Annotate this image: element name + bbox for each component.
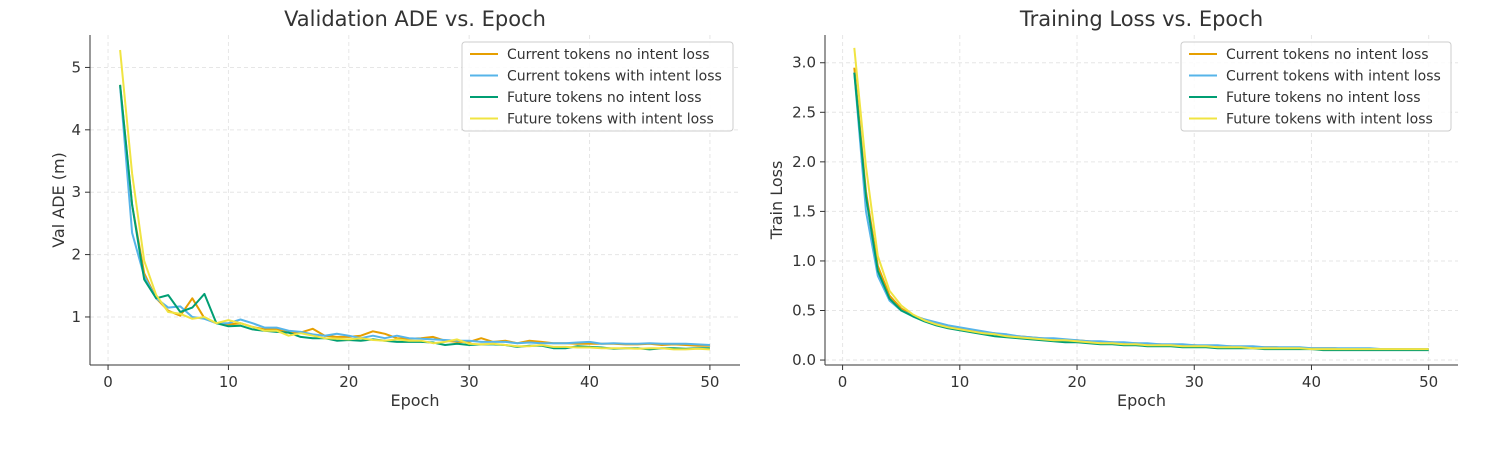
legend-label: Future tokens with intent loss	[507, 112, 714, 128]
x-tick-label: 30	[1185, 373, 1204, 391]
series-line-4	[853, 47, 1429, 351]
legend-label: Future tokens no intent loss	[507, 90, 702, 106]
legend-label: Current tokens with intent loss	[1226, 69, 1441, 85]
chart-title: Training Loss vs. Epoch	[1019, 7, 1263, 31]
x-tick-label: 20	[1067, 373, 1086, 391]
y-tick-label: 2.0	[792, 153, 816, 171]
y-axis-label: Val ADE (m)	[49, 152, 68, 248]
x-tick-label: 40	[1302, 373, 1321, 391]
legend-label: Current tokens no intent loss	[507, 47, 710, 63]
legend-label: Future tokens no intent loss	[1226, 90, 1421, 106]
legend: Current tokens no intent loss Current tok…	[461, 41, 734, 132]
y-tick-label: 3	[71, 183, 81, 201]
y-tick-label: 1.0	[792, 252, 816, 270]
y-tick-label: 4	[71, 121, 81, 139]
x-tick-label: 50	[1419, 373, 1438, 391]
legend-label: Current tokens with intent loss	[507, 69, 722, 85]
chart-1: 0 10 20 30 40 50 1 2 3 4 5 Validation ADE vs. Epoch…	[49, 7, 740, 410]
y-tick-label: 0.0	[792, 351, 816, 369]
chart-2: 0 10 20 30 40 50 0.0 0.5 1.0 1.5 2.0 2.5 3.0 Training…	[767, 7, 1458, 410]
x-tick-label: 0	[838, 373, 848, 391]
legend-label: Future tokens with intent loss	[1226, 112, 1433, 128]
x-tick-label: 30	[460, 373, 479, 391]
x-tick-label: 40	[580, 373, 599, 391]
x-axis-label: Epoch	[1117, 391, 1166, 410]
y-axis-label: Train Loss	[767, 161, 786, 241]
y-tick-label: 2.5	[792, 103, 816, 121]
series-line-4	[119, 49, 710, 351]
legend: Current tokens no intent loss Current tok…	[1180, 41, 1452, 132]
legend-label: Current tokens no intent loss	[1226, 47, 1429, 63]
legend-box	[461, 41, 734, 132]
x-tick-label: 50	[700, 373, 719, 391]
x-axis-label: Epoch	[391, 391, 440, 410]
y-tick-label: 1.5	[792, 202, 816, 220]
x-tick-label: 10	[950, 373, 969, 391]
y-tick-label: 3.0	[792, 54, 816, 72]
y-tick-label: 0.5	[792, 301, 816, 319]
legend-box	[1180, 41, 1452, 132]
chart-title: Validation ADE vs. Epoch	[284, 7, 546, 31]
y-tick-label: 5	[71, 58, 81, 76]
x-tick-label: 10	[219, 373, 238, 391]
y-tick-label: 1	[71, 308, 81, 326]
x-tick-label: 0	[103, 373, 113, 391]
x-tick-label: 20	[339, 373, 358, 391]
y-tick-label: 2	[71, 246, 81, 264]
